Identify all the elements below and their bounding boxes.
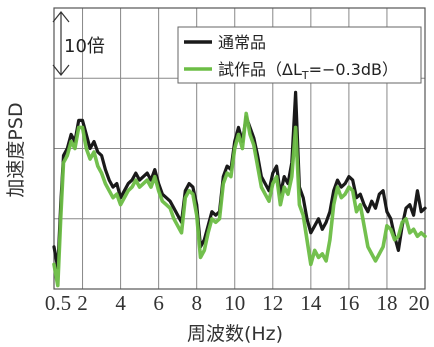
legend-label-prototype-main: 試作品（ΔL	[218, 60, 302, 79]
x-tick-label: 0.5	[45, 291, 71, 315]
legend-label-prototype-subscript: T	[301, 69, 309, 82]
x-tick-label: 20	[409, 291, 430, 315]
x-tick-label: 6	[153, 291, 164, 315]
plot-frame	[53, 7, 426, 290]
x-axis-label: 周波数(Hz)	[187, 323, 283, 345]
legend-label-prototype-suffix: =−0.3dB）	[309, 60, 398, 79]
y-axis-label: 加速度PSD	[5, 102, 27, 197]
legend-label-prototype: 試作品（ΔLT=−0.3dB）	[218, 60, 398, 82]
legend: 通常品 試作品（ΔLT=−0.3dB）	[177, 26, 422, 84]
x-tick-label: 10	[224, 291, 245, 315]
scale-arrow-top-head	[52, 11, 70, 23]
x-tick-label: 18	[376, 291, 397, 315]
legend-label-regular: 通常品	[218, 33, 266, 52]
scale-arrow-bottom-head	[52, 64, 70, 76]
legend-box	[177, 26, 422, 84]
x-tick-label: 12	[262, 291, 283, 315]
x-tick-label: 4	[115, 291, 126, 315]
x-tick-labels: 0.5 2 4 6 8 10 12 14 16 18 20	[45, 291, 430, 315]
scale-label: 10倍	[64, 36, 105, 57]
series-line-prototype	[52, 111, 427, 288]
x-tick-label: 14	[300, 291, 322, 315]
series-lines	[52, 90, 427, 288]
scale-annotation: 10倍	[52, 11, 105, 76]
x-tick-label: 16	[338, 291, 359, 315]
series-line-regular	[52, 90, 427, 270]
x-tick-label: 2	[77, 291, 88, 315]
x-tick-label: 8	[191, 291, 202, 315]
